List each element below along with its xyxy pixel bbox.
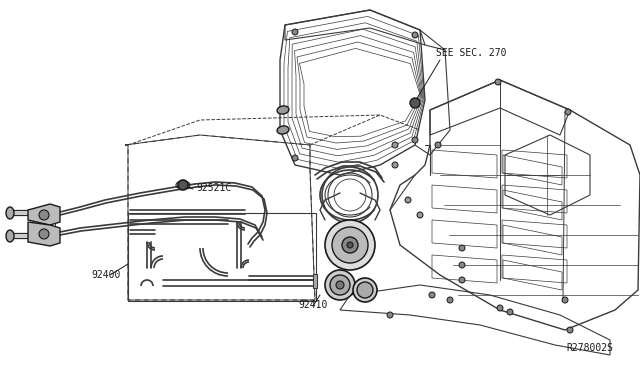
Circle shape — [292, 29, 298, 35]
Circle shape — [178, 180, 188, 190]
Ellipse shape — [277, 106, 289, 114]
Circle shape — [447, 297, 453, 303]
Bar — [128, 213, 316, 301]
Circle shape — [387, 312, 393, 318]
Ellipse shape — [6, 207, 14, 219]
Polygon shape — [28, 222, 60, 246]
Text: SEE SEC. 270: SEE SEC. 270 — [436, 48, 506, 58]
Circle shape — [336, 281, 344, 289]
Circle shape — [565, 109, 571, 115]
Circle shape — [567, 327, 573, 333]
Circle shape — [417, 212, 423, 218]
Circle shape — [459, 245, 465, 251]
Circle shape — [562, 297, 568, 303]
Circle shape — [435, 142, 441, 148]
Circle shape — [412, 32, 418, 38]
Circle shape — [353, 278, 377, 302]
Circle shape — [410, 98, 420, 108]
Circle shape — [357, 282, 373, 298]
Circle shape — [459, 262, 465, 268]
Text: 92400: 92400 — [91, 270, 120, 280]
Bar — [313, 274, 317, 288]
Circle shape — [429, 292, 435, 298]
Circle shape — [347, 242, 353, 248]
Text: R278002S: R278002S — [566, 343, 613, 353]
Circle shape — [405, 197, 411, 203]
Text: 92410: 92410 — [298, 300, 328, 310]
Circle shape — [325, 270, 355, 300]
Circle shape — [392, 162, 398, 168]
Circle shape — [507, 309, 513, 315]
Circle shape — [292, 155, 298, 161]
Ellipse shape — [277, 126, 289, 134]
Circle shape — [495, 79, 501, 85]
Circle shape — [459, 277, 465, 283]
Circle shape — [497, 305, 503, 311]
Ellipse shape — [6, 230, 14, 242]
Circle shape — [342, 237, 358, 253]
Circle shape — [330, 275, 350, 295]
Polygon shape — [28, 204, 60, 225]
Circle shape — [325, 220, 375, 270]
Circle shape — [412, 137, 418, 143]
Text: 92521C: 92521C — [196, 183, 231, 193]
Circle shape — [39, 229, 49, 239]
Circle shape — [332, 227, 368, 263]
Circle shape — [39, 210, 49, 220]
Circle shape — [392, 142, 398, 148]
